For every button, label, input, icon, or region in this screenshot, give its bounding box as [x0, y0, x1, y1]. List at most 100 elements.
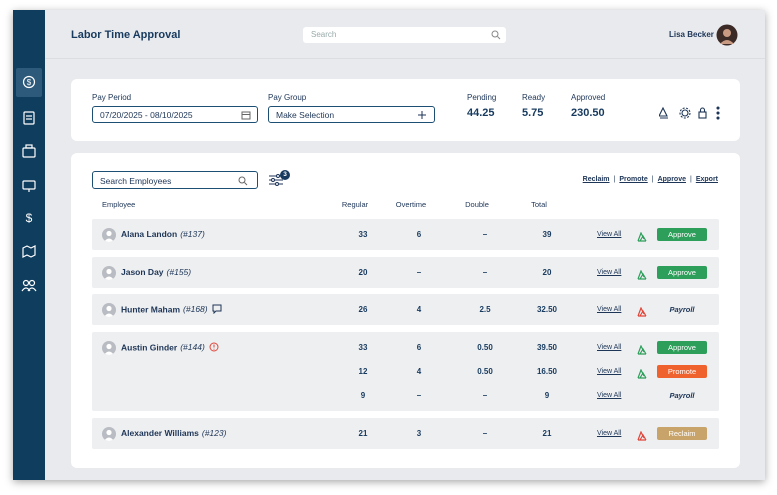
bulk-link[interactable]: Approve [657, 176, 686, 183]
employee-name: Alexander Williams [121, 427, 199, 438]
status-icon [637, 342, 647, 360]
view-all-link[interactable]: View All [597, 343, 622, 351]
separator: | [651, 176, 654, 183]
bulk-link[interactable]: Export [695, 176, 718, 183]
action-status: Payroll [669, 304, 695, 314]
action-button[interactable]: Approve [657, 340, 707, 354]
employee-name-cell: Alexander Williams (#123) [121, 428, 226, 438]
double-hours: – [482, 390, 488, 400]
column-header: Regular [341, 200, 369, 209]
employee-name-cell: Austin Ginder (#144) [121, 342, 219, 354]
overtime-hours: 6 [416, 342, 422, 352]
pay-period-label: Pay Period [92, 93, 132, 102]
status-glyph [637, 344, 647, 355]
employee-name: Jason Day [121, 266, 164, 277]
status-icon [637, 229, 647, 247]
regular-hours: 20 [358, 267, 368, 277]
view-all-link[interactable]: View All [597, 429, 622, 437]
avatar-glyph [104, 305, 114, 317]
sidebar-icons: $ $ [16, 68, 42, 292]
employee-name-cell: Alana Landon (#137) [121, 229, 205, 239]
action-button[interactable]: Approve [657, 265, 707, 279]
toolbar-icons[interactable] [659, 106, 721, 120]
calendar-icon [241, 111, 251, 120]
total-hours: 21 [542, 428, 552, 438]
view-all-link[interactable]: View All [597, 268, 622, 276]
app-window: $ $ Labor Time Approval Search Lisa Beck… [13, 10, 765, 480]
search-icon [491, 30, 501, 40]
overtime-hours: 3 [416, 428, 422, 438]
view-all-link[interactable]: View All [597, 391, 622, 399]
total-hours: 39 [542, 229, 552, 239]
sidebar: $ $ [13, 10, 45, 480]
alert-glyph [209, 342, 219, 351]
employee-row [92, 294, 719, 325]
avatar-glyph [104, 268, 114, 280]
overtime-hours: – [416, 390, 422, 400]
pay-group-select[interactable]: Make Selection [268, 106, 435, 123]
action-button[interactable]: Reclaim [657, 426, 707, 440]
double-hours: – [482, 267, 488, 277]
employee-search[interactable]: Search Employees [92, 171, 258, 189]
double-hours: – [482, 428, 488, 438]
separator: | [613, 176, 616, 183]
bulk-link[interactable]: Reclaim [582, 176, 610, 183]
employee-name: Hunter Maham [121, 303, 181, 314]
employee-row [92, 418, 719, 449]
double-hours: 0.50 [477, 342, 493, 352]
double-hours: 0.50 [477, 366, 493, 376]
pay-period-input[interactable]: 07/20/2025 - 08/10/2025 [92, 106, 258, 123]
action-status: Payroll [669, 390, 695, 400]
alert-icon [209, 342, 219, 354]
employee-row [92, 219, 719, 250]
status-icon [637, 428, 647, 446]
action-button[interactable]: Approve [657, 227, 707, 241]
employee-name-cell: Hunter Maham (#168) [121, 304, 222, 316]
avatar-glyph [104, 230, 114, 242]
employee-name: Austin Ginder [121, 341, 178, 352]
stat-label: Approved [571, 93, 606, 102]
employee-name-cell: Jason Day (#155) [121, 267, 191, 277]
status-icon [637, 304, 647, 322]
svg-text:$: $ [26, 211, 33, 225]
column-header: Total [531, 200, 547, 209]
pay-group-label: Pay Group [268, 93, 307, 102]
stat-value: 44.25 [467, 107, 495, 119]
view-all-link[interactable]: View All [597, 305, 622, 313]
view-all-link[interactable]: View All [597, 230, 622, 238]
overtime-hours: 6 [416, 229, 422, 239]
total-hours: 9 [544, 390, 550, 400]
action-button[interactable]: Promote [657, 364, 707, 378]
avatar [102, 227, 116, 242]
employee-row [92, 257, 719, 288]
pay-period-value: 07/20/2025 - 08/10/2025 [100, 110, 193, 120]
total-hours: 20 [542, 267, 552, 277]
employee-id: (#144) [180, 341, 205, 352]
separator: | [690, 176, 692, 183]
status-glyph [637, 231, 647, 242]
employee-id: (#137) [180, 228, 205, 239]
search-icon [238, 176, 248, 186]
regular-hours: 33 [358, 229, 368, 239]
stat-label: Ready [522, 93, 546, 102]
regular-hours: 26 [358, 304, 368, 314]
pay-group-value: Make Selection [276, 110, 335, 120]
comment-glyph [212, 304, 222, 314]
search-box[interactable]: Search [303, 27, 506, 43]
status-glyph [637, 430, 647, 441]
filter-badge: 3 [280, 170, 290, 180]
bulk-link[interactable]: Promote [619, 176, 648, 183]
stat-label: Pending [467, 93, 497, 102]
regular-hours: 33 [358, 342, 368, 352]
avatar [102, 302, 116, 317]
svg-text:$: $ [27, 78, 32, 87]
avatar-glyph [104, 429, 114, 441]
user-avatar[interactable] [716, 24, 738, 46]
bulk-links: Reclaim | Promote | Approve | Export [583, 176, 718, 183]
user-name[interactable]: Lisa Becker [669, 30, 714, 39]
view-all-link[interactable]: View All [597, 367, 622, 375]
regular-hours: 12 [358, 366, 368, 376]
column-header: Employee [102, 200, 136, 209]
status-icon [637, 267, 647, 285]
